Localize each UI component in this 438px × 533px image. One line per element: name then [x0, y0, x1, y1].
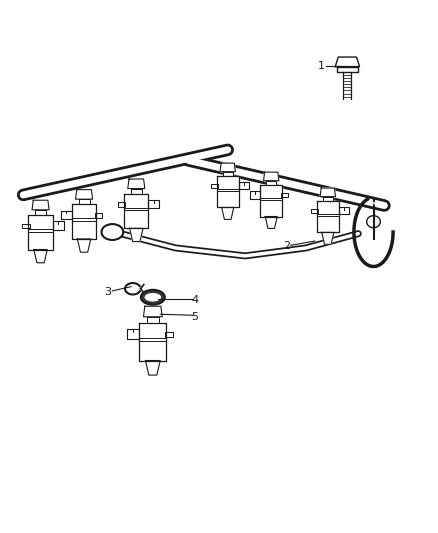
Polygon shape	[28, 215, 53, 249]
Polygon shape	[75, 190, 92, 199]
Polygon shape	[78, 239, 91, 252]
Polygon shape	[148, 200, 159, 208]
Ellipse shape	[145, 293, 161, 302]
Text: 5: 5	[191, 312, 198, 322]
Text: 1: 1	[318, 61, 325, 71]
Polygon shape	[217, 176, 239, 207]
Polygon shape	[222, 207, 234, 220]
Polygon shape	[72, 205, 96, 239]
Polygon shape	[320, 188, 336, 197]
Polygon shape	[145, 360, 160, 375]
Polygon shape	[251, 191, 260, 198]
Polygon shape	[118, 203, 125, 207]
Text: 4: 4	[191, 295, 198, 305]
Polygon shape	[53, 221, 64, 230]
Polygon shape	[127, 329, 139, 338]
Polygon shape	[343, 72, 351, 100]
Polygon shape	[223, 172, 233, 176]
Polygon shape	[265, 216, 277, 229]
Polygon shape	[211, 184, 218, 188]
Polygon shape	[32, 200, 49, 210]
Text: 2: 2	[283, 241, 290, 252]
Polygon shape	[22, 224, 30, 228]
Polygon shape	[317, 201, 339, 232]
Polygon shape	[220, 163, 235, 172]
Polygon shape	[281, 193, 288, 197]
Polygon shape	[239, 182, 248, 190]
Text: 3: 3	[105, 287, 112, 297]
Polygon shape	[335, 57, 360, 67]
Polygon shape	[339, 207, 349, 214]
Polygon shape	[95, 213, 102, 217]
Polygon shape	[144, 306, 162, 317]
Polygon shape	[337, 67, 358, 72]
Polygon shape	[260, 185, 282, 216]
Polygon shape	[147, 317, 159, 322]
Polygon shape	[124, 194, 148, 228]
Polygon shape	[34, 249, 47, 263]
Polygon shape	[322, 232, 334, 244]
Polygon shape	[130, 228, 143, 241]
Polygon shape	[78, 199, 89, 205]
Polygon shape	[128, 179, 145, 189]
Polygon shape	[323, 197, 333, 201]
Ellipse shape	[102, 224, 123, 240]
Polygon shape	[139, 322, 166, 360]
Polygon shape	[35, 210, 46, 215]
Polygon shape	[131, 189, 142, 194]
Ellipse shape	[141, 290, 165, 305]
Polygon shape	[61, 211, 72, 219]
Polygon shape	[165, 332, 173, 337]
Polygon shape	[266, 181, 276, 185]
Polygon shape	[311, 209, 318, 213]
Polygon shape	[264, 172, 279, 181]
